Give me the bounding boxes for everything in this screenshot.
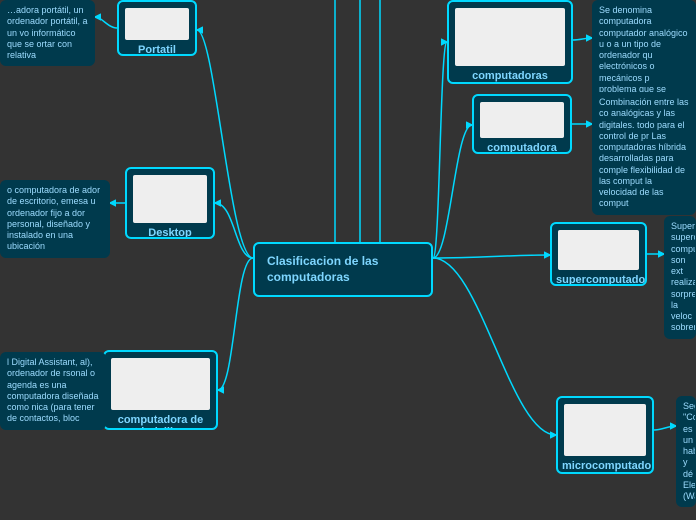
desc-micro-text: Segu "Com es un habit y dé Elem (Wak bbox=[683, 401, 696, 501]
portatil-label: Portatil bbox=[119, 42, 195, 56]
analogicas-image bbox=[455, 8, 565, 66]
desc-desktop: o computadora de ador de escritorio, eme… bbox=[0, 180, 110, 258]
hibrida-image bbox=[480, 102, 564, 138]
desc-bolsillo: l Digital Assistant, al), ordenador de r… bbox=[0, 352, 106, 430]
center-node[interactable]: Clasificacion de las computadoras bbox=[253, 242, 433, 297]
desc-hibrida: Combinación entre las co analógicas y la… bbox=[592, 92, 696, 215]
node-analogicas[interactable]: computadoras analogicas bbox=[447, 0, 573, 84]
node-portatil[interactable]: Portatil bbox=[117, 0, 197, 56]
desktop-label: Desktop bbox=[127, 225, 213, 239]
desc-super: Superc superc comput son ext realizar so… bbox=[664, 216, 696, 339]
node-desktop[interactable]: Desktop bbox=[125, 167, 215, 239]
node-hibrida[interactable]: computadora hibrida bbox=[472, 94, 572, 154]
node-bolsillo[interactable]: computadora de bolsillo bbox=[103, 350, 218, 430]
super-image bbox=[558, 230, 639, 270]
portatil-image bbox=[125, 8, 189, 40]
analogicas-label: computadoras analogicas bbox=[449, 68, 571, 84]
desc-super-text: Superc superc comput son ext realizar so… bbox=[671, 221, 696, 332]
desc-bolsillo-text: l Digital Assistant, al), ordenador de r… bbox=[7, 357, 99, 423]
center-label: Clasificacion de las computadoras bbox=[267, 254, 378, 284]
hibrida-label: computadora hibrida bbox=[474, 140, 570, 154]
desktop-image bbox=[133, 175, 207, 223]
node-microcomputadoras[interactable]: microcomputadoras bbox=[556, 396, 654, 474]
desc-desktop-text: o computadora de ador de escritorio, eme… bbox=[7, 185, 100, 251]
micro-image bbox=[564, 404, 646, 456]
desc-portatil-text: …adora portátil, un ordenador portátil, … bbox=[7, 5, 88, 60]
desc-micro: Segu "Com es un habit y dé Elem (Wak bbox=[676, 396, 696, 507]
desc-hibrida-text: Combinación entre las co analógicas y la… bbox=[599, 97, 689, 208]
bolsillo-image bbox=[111, 358, 210, 410]
node-supercomputadora[interactable]: supercomputadora bbox=[550, 222, 647, 286]
micro-label: microcomputadoras bbox=[558, 458, 652, 474]
bolsillo-label: computadora de bolsillo bbox=[105, 412, 216, 430]
super-label: supercomputadora bbox=[552, 272, 645, 286]
desc-portatil: …adora portátil, un ordenador portátil, … bbox=[0, 0, 95, 66]
